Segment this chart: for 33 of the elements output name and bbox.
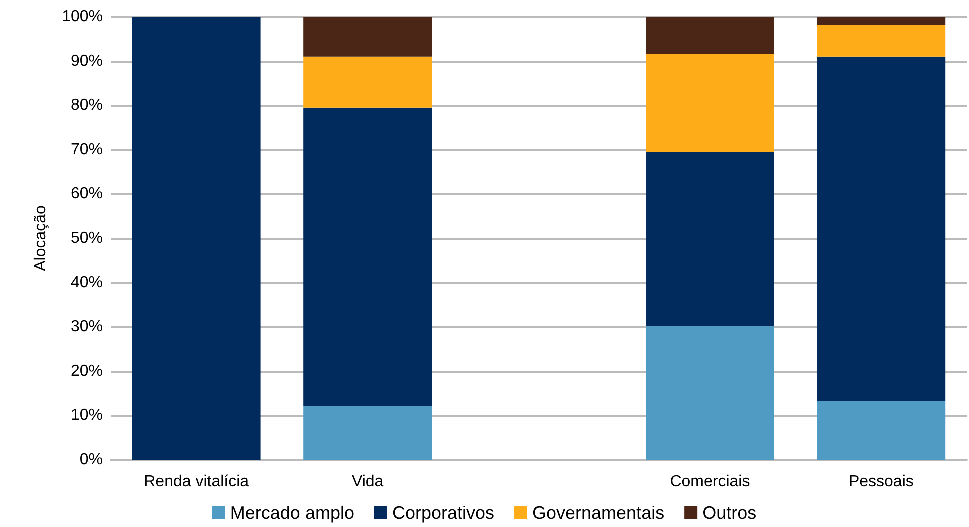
bar (646, 152, 774, 326)
bar (132, 17, 261, 460)
y-axis-title: Alocação (32, 205, 50, 272)
bar (646, 17, 774, 54)
x-tick-label: Comerciais (670, 474, 750, 490)
legend-label: Mercado amplo (230, 503, 354, 523)
y-tick-label: 50% (70, 230, 103, 247)
y-tick-label: 80% (70, 97, 103, 114)
y-tick-label: 40% (70, 274, 103, 292)
bar (646, 326, 774, 460)
x-tick-label: Pessoais (848, 474, 914, 490)
bar (304, 56, 432, 108)
y-tick-label: 0% (80, 452, 103, 468)
bar (304, 17, 432, 57)
bar (304, 108, 432, 406)
y-tick-label: 10% (70, 407, 103, 424)
y-tick-label: 60% (70, 186, 103, 203)
bar (817, 17, 946, 25)
y-tick-label: 90% (70, 52, 103, 70)
x-tick-label: Vida (352, 474, 384, 490)
legend-label: Corporativos (392, 503, 495, 523)
bar (646, 54, 774, 152)
bar (817, 24, 946, 57)
bar (817, 56, 946, 402)
y-tick-label: 30% (70, 318, 103, 336)
x-tick-label: Renda vitalícia (144, 474, 250, 490)
bar (817, 401, 946, 460)
y-tick-label: 20% (70, 362, 103, 380)
bar (304, 406, 432, 460)
legend-label: Governamentais (532, 503, 665, 523)
legend-label: Outros (702, 503, 757, 523)
y-tick-label: 100% (62, 8, 103, 26)
y-tick-label: 70% (70, 141, 103, 158)
